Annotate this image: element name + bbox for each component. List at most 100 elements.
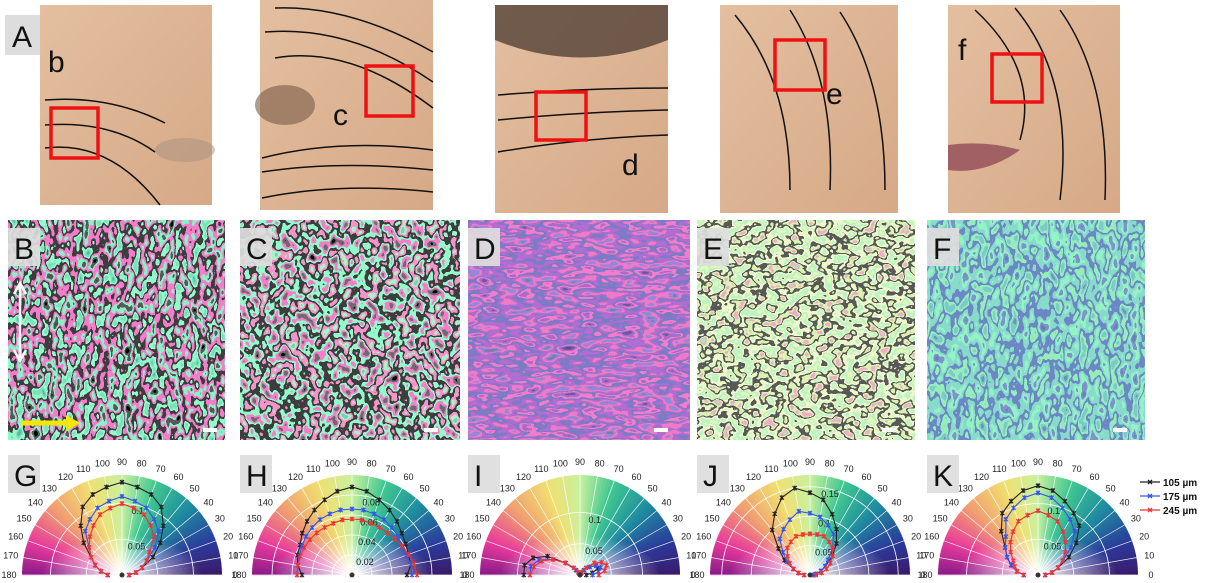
angle-tick-label: 130 [500, 483, 515, 493]
shadow [155, 138, 215, 162]
angle-tick-label: 110 [764, 464, 778, 474]
panel-label: C [246, 233, 268, 266]
angle-tick-label: 30 [673, 514, 683, 524]
angle-tick-label: 80 [367, 459, 377, 469]
panel-label: J [703, 460, 718, 493]
angle-tick-label: 0 [1148, 570, 1153, 580]
photo-tag: f [958, 34, 967, 67]
angle-tick-label: 30 [215, 514, 225, 524]
photo-tag: d [622, 149, 639, 182]
figure: A b c d e f BCDEF 0102030405060708090100… [0, 0, 1205, 583]
radial-tick-label: 0.05 [1044, 541, 1062, 551]
angle-tick-label: 70 [156, 464, 166, 474]
polar-plot: 0102030405060708090100110120130140150160… [231, 455, 468, 580]
orientation-map [8, 220, 225, 440]
origin [808, 573, 813, 578]
orientation-map [697, 220, 915, 440]
angle-tick-label: 50 [1106, 483, 1116, 493]
angle-tick-label: 180 [231, 570, 246, 580]
angle-tick-label: 100 [325, 459, 340, 469]
angle-tick-label: 70 [1072, 464, 1082, 474]
angle-tick-label: 90 [805, 457, 815, 467]
angle-tick-label: 120 [288, 472, 303, 482]
angle-tick-label: 120 [746, 472, 761, 482]
angle-tick-label: 160 [924, 531, 939, 541]
orientation-map [468, 220, 690, 440]
photo [720, 5, 898, 213]
angle-tick-label: 60 [173, 472, 183, 482]
angle-tick-label: 20 [681, 531, 691, 541]
panel-label: D [474, 233, 496, 266]
photo [40, 5, 212, 205]
angle-tick-label: 90 [1033, 457, 1043, 467]
angle-tick-label: 160 [466, 531, 481, 541]
panel-label: E [703, 233, 723, 266]
angle-tick-label: 70 [614, 464, 624, 474]
photo-row [40, 0, 1120, 213]
angle-tick-label: 120 [58, 472, 73, 482]
panel-label: A [12, 21, 32, 54]
angle-tick-label: 160 [8, 531, 23, 541]
angle-tick-label: 90 [117, 457, 127, 467]
angle-tick-label: 20 [223, 531, 233, 541]
angle-tick-label: 100 [553, 459, 568, 469]
angle-tick-label: 180 [459, 570, 474, 580]
legend-label: 105 µm [1163, 478, 1197, 489]
angle-tick-label: 110 [534, 464, 548, 474]
angle-tick-label: 130 [730, 483, 745, 493]
angle-tick-label: 80 [825, 459, 835, 469]
angle-tick-label: 150 [705, 514, 720, 524]
angle-tick-label: 80 [595, 459, 605, 469]
label-box [468, 455, 500, 493]
scale-bar [424, 428, 438, 432]
legend-label: 175 µm [1163, 492, 1197, 503]
map-row [8, 220, 1145, 440]
angle-tick-label: 180 [917, 570, 932, 580]
legend-label: 245 µm [1163, 506, 1197, 517]
angle-tick-label: 140 [258, 497, 273, 507]
angle-tick-label: 40 [434, 497, 444, 507]
angle-tick-label: 70 [844, 464, 854, 474]
angle-tick-label: 10 [1144, 550, 1154, 560]
radial-tick-label: 0.1 [589, 515, 602, 525]
angle-tick-label: 150 [17, 514, 32, 524]
angle-tick-label: 160 [696, 531, 711, 541]
angle-tick-label: 30 [903, 514, 913, 524]
angle-tick-label: 100 [783, 459, 798, 469]
angle-tick-label: 150 [475, 514, 490, 524]
angle-tick-label: 170 [691, 550, 706, 560]
angle-tick-label: 80 [137, 459, 147, 469]
angle-tick-label: 150 [933, 514, 948, 524]
panel-label: K [933, 460, 953, 493]
angle-tick-label: 30 [1131, 514, 1141, 524]
polar-plot: 0102030405060708090100110120130140150160… [917, 455, 1197, 580]
polar-plot: 0102030405060708090100110120130140150160… [459, 455, 696, 580]
angle-tick-label: 110 [992, 464, 1006, 474]
angle-tick-label: 50 [878, 483, 888, 493]
angle-tick-label: 60 [403, 472, 413, 482]
angle-tick-label: 140 [28, 497, 43, 507]
angle-tick-label: 20 [453, 531, 463, 541]
angle-tick-label: 50 [420, 483, 430, 493]
angle-tick-label: 100 [95, 459, 110, 469]
angle-tick-label: 60 [1089, 472, 1099, 482]
panel-label: G [14, 460, 37, 493]
radial-tick-label: 0.04 [358, 537, 376, 547]
panel-label: H [246, 460, 268, 493]
angle-tick-label: 70 [386, 464, 396, 474]
panel-label: F [933, 233, 951, 266]
scale-bar [882, 428, 896, 432]
origin [120, 573, 125, 578]
angle-tick-label: 40 [204, 497, 214, 507]
angle-tick-label: 30 [445, 514, 455, 524]
angle-tick-label: 90 [347, 457, 357, 467]
panel-label: I [474, 460, 482, 493]
angle-tick-label: 20 [1139, 531, 1149, 541]
orientation-map [927, 220, 1145, 440]
angle-tick-label: 120 [516, 472, 531, 482]
angle-tick-label: 60 [631, 472, 641, 482]
orientation-map [240, 220, 460, 440]
radial-tick-label: 0.02 [356, 557, 374, 567]
angle-tick-label: 180 [689, 570, 704, 580]
angle-tick-label: 130 [958, 483, 973, 493]
